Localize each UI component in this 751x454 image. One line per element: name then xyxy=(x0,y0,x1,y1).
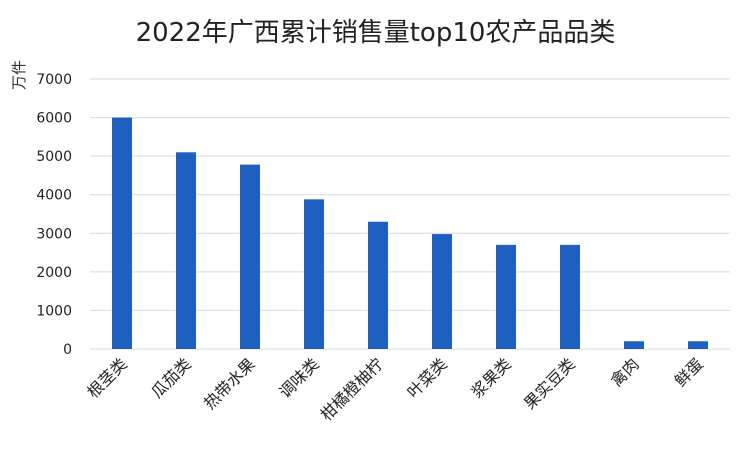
category-label: 禽肉 xyxy=(607,354,643,390)
y-tick-label: 6000 xyxy=(36,111,72,127)
y-tick-label: 5000 xyxy=(36,149,72,165)
y-tick-label: 0 xyxy=(63,342,72,358)
bar xyxy=(368,221,388,349)
category-label: 瓜茄类 xyxy=(147,354,194,401)
bar xyxy=(432,234,452,349)
category-label: 浆果类 xyxy=(467,354,514,401)
category-label: 叶菜类 xyxy=(403,354,450,401)
bar xyxy=(304,199,324,349)
y-tick-label: 7000 xyxy=(36,72,72,88)
bar xyxy=(496,244,516,349)
bar xyxy=(560,244,580,349)
category-label: 调味类 xyxy=(275,354,322,401)
bar xyxy=(240,164,260,349)
category-label: 根茎类 xyxy=(83,354,130,401)
bar xyxy=(624,341,644,349)
bar xyxy=(688,341,708,349)
y-tick-label: 2000 xyxy=(36,265,72,281)
y-tick-label: 1000 xyxy=(36,303,72,319)
category-label: 热带水果 xyxy=(200,354,259,413)
gridlines xyxy=(90,78,730,350)
y-tick-label: 3000 xyxy=(36,226,72,242)
y-tick-label: 4000 xyxy=(36,188,72,204)
chart-title: 2022年广西累计销售量top10农产品品类 xyxy=(135,18,616,48)
bars xyxy=(112,117,708,349)
category-label: 果实豆类 xyxy=(520,354,579,413)
bar xyxy=(112,117,132,349)
y-tick-labels: 0 1000 2000 3000 4000 5000 6000 7000 xyxy=(36,72,72,358)
category-label: 柑橘橙柚柠 xyxy=(317,354,387,424)
category-label: 鲜蛋 xyxy=(671,354,707,390)
bar xyxy=(176,152,196,349)
